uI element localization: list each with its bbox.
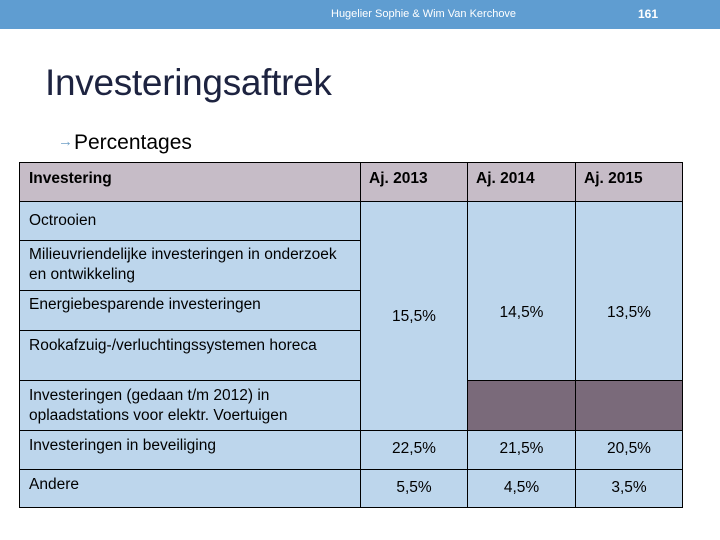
na-cell-aj2014 <box>467 380 576 431</box>
merged-value-aj2013: 15,5% <box>360 201 468 431</box>
table-cell-value: 22,5% <box>360 430 468 470</box>
table-row-label: Andere <box>19 469 361 508</box>
table-row-label: Energiebesparende investeringen <box>19 290 361 331</box>
table-row-label: Milieuvriendelijke investeringen in onde… <box>19 240 361 291</box>
table-row-label: Rookafzuig-/verluchtingssystemen horeca <box>19 330 361 381</box>
table-cell-value: 3,5% <box>575 469 683 508</box>
table-row-label: Investeringen in beveiliging <box>19 430 361 470</box>
table-cell-value: 4,5% <box>467 469 576 508</box>
header-bar: Hugelier Sophie & Wim Van Kerchove 161 <box>0 0 720 29</box>
table-row-label: Investeringen (gedaan t/m 2012) in oplaa… <box>19 380 361 431</box>
bullet-item: →Percentages <box>58 131 192 155</box>
column-header-aj2015: Aj. 2015 <box>575 162 683 202</box>
arrow-right-icon: → <box>58 133 73 150</box>
column-header-investering: Investering <box>19 162 361 202</box>
merged-value-aj2015: 13,5% <box>575 201 683 381</box>
slide-title: Investeringsaftrek <box>45 62 332 103</box>
author-text: Hugelier Sophie & Wim Van Kerchove <box>331 8 517 20</box>
merged-value-aj2014: 14,5% <box>467 201 576 381</box>
percentages-table: Investering Aj. 2013 Aj. 2014 Aj. 2015 O… <box>19 162 683 508</box>
table-row-label: Octrooien <box>19 201 361 241</box>
table-cell-value: 20,5% <box>575 430 683 470</box>
table-cell-value: 21,5% <box>467 430 576 470</box>
bullet-text: Percentages <box>74 131 192 154</box>
table-cell-value: 5,5% <box>360 469 468 508</box>
column-header-aj2013: Aj. 2013 <box>360 162 468 202</box>
page-number: 161 <box>638 7 659 21</box>
na-cell-aj2015 <box>575 380 683 431</box>
column-header-aj2014: Aj. 2014 <box>467 162 576 202</box>
